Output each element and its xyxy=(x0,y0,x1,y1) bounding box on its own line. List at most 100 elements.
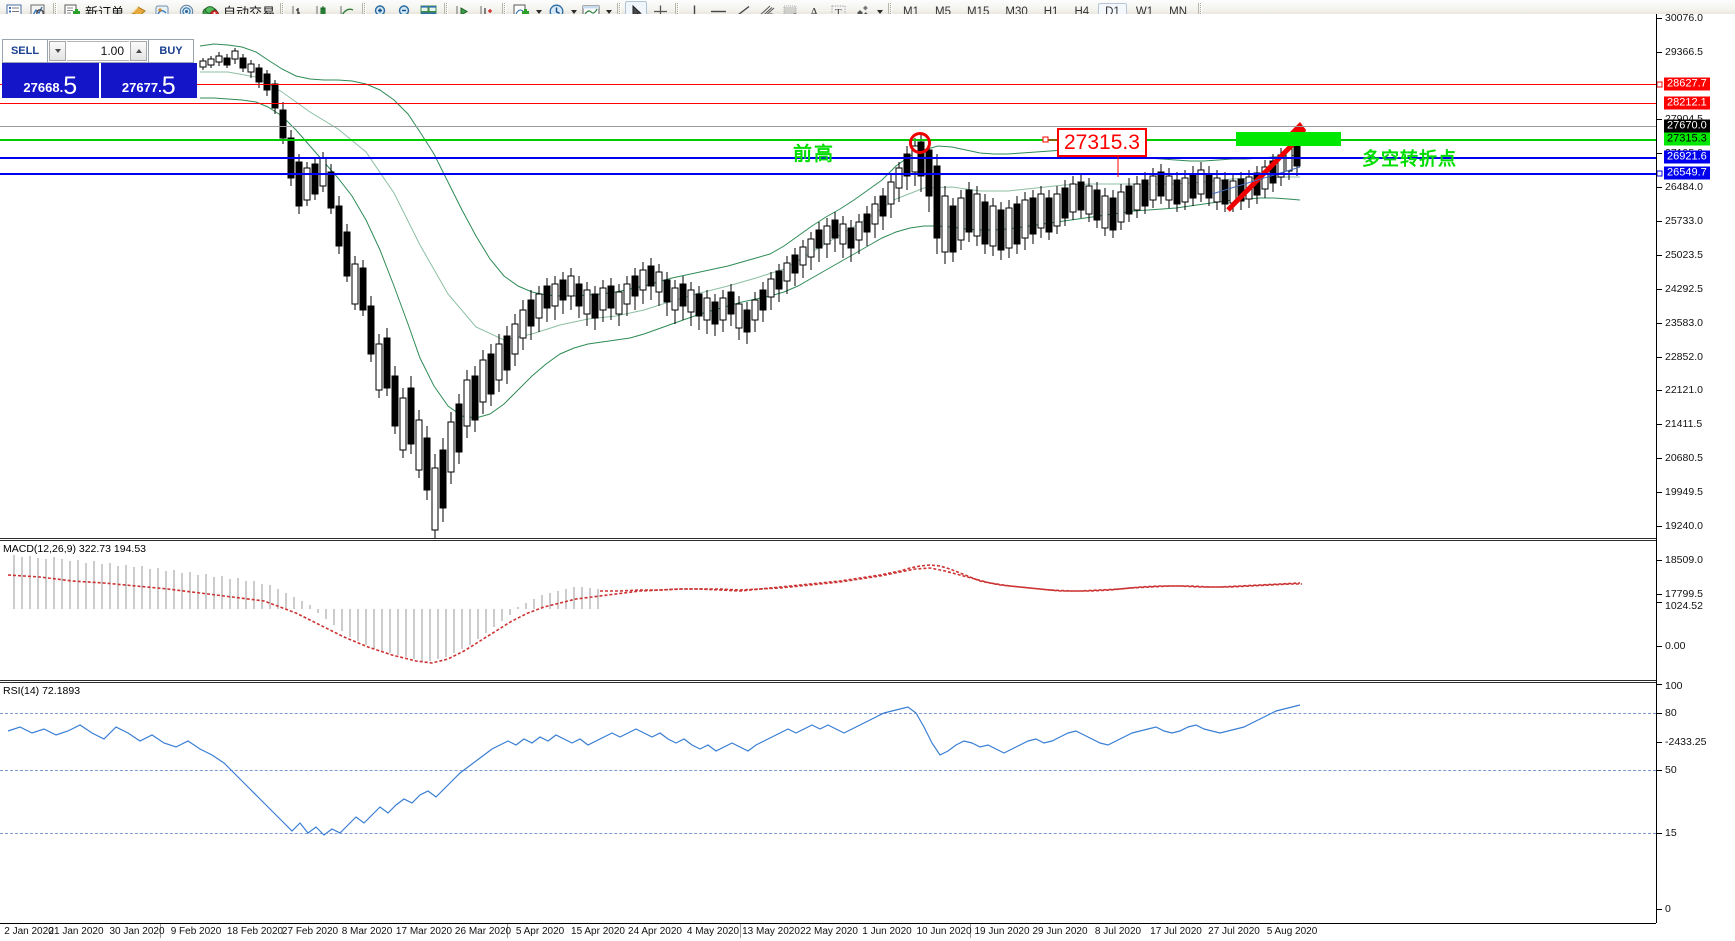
time-axis[interactable]: 2 Jan 2020 21 Jan 2020 30 Jan 2020 9 Feb… xyxy=(0,923,1656,941)
rsi-pane[interactable]: RSI(14) 72.1893 xyxy=(0,683,1658,923)
axis-tick xyxy=(1657,526,1662,527)
axis-tick xyxy=(1657,492,1662,493)
axis-label-25023: 25023.5 xyxy=(1665,249,1703,261)
axis-tick xyxy=(1657,560,1662,561)
time-label-19: 8 Jul 2020 xyxy=(1094,926,1142,937)
axis-label-26484: 26484.0 xyxy=(1665,181,1703,193)
time-label-11: 24 Apr 2020 xyxy=(628,926,682,937)
time-tick xyxy=(970,924,971,938)
axis-label-23583: 23583.0 xyxy=(1665,317,1703,329)
time-label-8: 26 Mar 2020 xyxy=(454,926,512,937)
macd-axis-label-max: 1024.52 xyxy=(1665,600,1703,612)
price-badge-27315[interactable]: 27315.3 xyxy=(1664,132,1710,146)
sell-price-display[interactable]: 27668 . 5 xyxy=(2,63,101,98)
macd-histogram xyxy=(13,555,599,661)
rsi-axis-label-15: 15 xyxy=(1665,827,1677,839)
toolbar-separator-2 xyxy=(280,2,285,21)
toolbar-separator-3 xyxy=(362,2,367,21)
buy-button[interactable]: BUY xyxy=(148,39,194,63)
axis-label-24292: 24292.5 xyxy=(1665,283,1703,295)
sell-price-integer: 27668 xyxy=(23,80,60,95)
axis-tick xyxy=(1657,424,1662,425)
axis-tick xyxy=(1657,594,1662,595)
turning-point-label: 多空转折点 xyxy=(1362,149,1457,170)
price-chart-pane[interactable]: 前高 多空转折点 27315.3 xyxy=(0,14,1658,541)
axis-tick xyxy=(1657,289,1662,290)
time-label-14: 22 May 2020 xyxy=(800,926,858,937)
rsi-axis-label-100: 100 xyxy=(1665,680,1683,692)
volume-stepper[interactable]: 1.00 xyxy=(48,39,148,63)
axis-label-25733: 25733.0 xyxy=(1665,215,1703,227)
hline-28627 xyxy=(0,84,1656,85)
time-label-9: 5 Apr 2020 xyxy=(515,926,565,937)
macd-indicator-label: MACD(12,26,9) 322.73 194.53 xyxy=(3,543,147,555)
axis-tick xyxy=(1657,357,1662,358)
text-label-icon[interactable]: T xyxy=(827,1,849,22)
buy-price-display[interactable]: 27677 . 5 xyxy=(100,63,197,100)
pane-separator-macd[interactable] xyxy=(0,538,1658,541)
sell-price-fraction: 5 xyxy=(63,71,78,100)
toolbar-separator-4 xyxy=(444,2,449,21)
time-label-4: 18 Feb 2020 xyxy=(226,926,284,937)
time-label-21: 27 Jul 2020 xyxy=(1208,926,1260,937)
time-label-17: 19 Jun 2020 xyxy=(974,926,1030,937)
hline-26549 xyxy=(0,173,1656,175)
horizontal-line-icon[interactable] xyxy=(707,1,729,22)
time-label-3: 9 Feb 2020 xyxy=(170,926,222,937)
price-level-tag[interactable]: 27315.3 xyxy=(1057,128,1147,157)
time-tick xyxy=(740,924,741,938)
volume-decrement-button[interactable] xyxy=(49,41,66,61)
hline-26921 xyxy=(0,157,1656,159)
volume-input[interactable]: 1.00 xyxy=(67,41,129,61)
candlestick-series xyxy=(199,48,1301,541)
axis-label-22121: 22121.0 xyxy=(1665,384,1703,396)
hline-current-price xyxy=(0,126,1656,127)
price-axis[interactable]: 30076.0 29366.5 27904.5 27195.0 26484.0 … xyxy=(1656,12,1735,923)
time-tick xyxy=(160,924,161,938)
macd-pane[interactable]: MACD(12,26,9) 322.73 194.53 xyxy=(0,541,1658,683)
price-tag-leader-line xyxy=(1042,136,1119,177)
volume-increment-button[interactable] xyxy=(130,41,147,61)
price-badge-26921[interactable]: 26921.6 xyxy=(1664,150,1710,164)
one-click-top-row: SELL 1.00 BUY xyxy=(2,39,197,63)
axis-label-18509: 18509.0 xyxy=(1665,554,1703,566)
previous-high-label: 前高 xyxy=(793,143,836,165)
axis-tick xyxy=(1657,255,1662,256)
toolbar-separator-5 xyxy=(502,2,507,21)
rsi-level-15 xyxy=(0,833,1656,834)
toolbar-separator-6 xyxy=(617,2,622,21)
axis-tick xyxy=(1657,52,1662,53)
axis-tick xyxy=(1657,153,1662,154)
buy-price-fraction: 5 xyxy=(161,71,176,100)
axis-tick xyxy=(1657,458,1662,459)
axis-tick xyxy=(1657,833,1662,834)
axis-label-20680: 20680.5 xyxy=(1665,452,1703,464)
pane-separator-rsi[interactable] xyxy=(0,680,1658,683)
time-label-2: 30 Jan 2020 xyxy=(109,926,165,937)
text-icon[interactable]: A xyxy=(803,1,825,22)
sell-button[interactable]: SELL xyxy=(2,39,48,63)
price-badge-28212[interactable]: 28212.1 xyxy=(1664,96,1710,110)
buy-price-dot: . xyxy=(158,80,162,95)
axis-tick xyxy=(1657,684,1662,685)
time-label-10: 15 Apr 2020 xyxy=(571,926,625,937)
axis-tick xyxy=(1657,646,1662,647)
time-label-12: 4 May 2020 xyxy=(686,926,740,937)
axis-tick xyxy=(1657,187,1662,188)
price-badge-current[interactable]: 27670.0 xyxy=(1664,119,1710,133)
toolbar-separator xyxy=(53,2,57,21)
axis-label-19240: 19240.0 xyxy=(1665,520,1703,532)
macd-canvas xyxy=(7,555,1302,664)
axis-label-17799: 17799.5 xyxy=(1665,588,1703,600)
time-label-1: 21 Jan 2020 xyxy=(48,926,104,937)
macd-axis-label-min: -2433.25 xyxy=(1665,736,1707,748)
price-badge-26549[interactable]: 26549.7 xyxy=(1664,166,1710,180)
price-badge-28627[interactable]: 28627.7 xyxy=(1664,77,1710,91)
rsi-level-50 xyxy=(0,770,1656,771)
time-label-22: 5 Aug 2020 xyxy=(1266,926,1318,937)
macd-axis-label-zero: 0.00 xyxy=(1665,640,1686,652)
previous-high-marker xyxy=(909,132,931,154)
one-click-trading-panel[interactable]: SELL 1.00 BUY 27668 . 5 27677 . 5 xyxy=(2,39,197,98)
hline-28212 xyxy=(0,103,1656,104)
